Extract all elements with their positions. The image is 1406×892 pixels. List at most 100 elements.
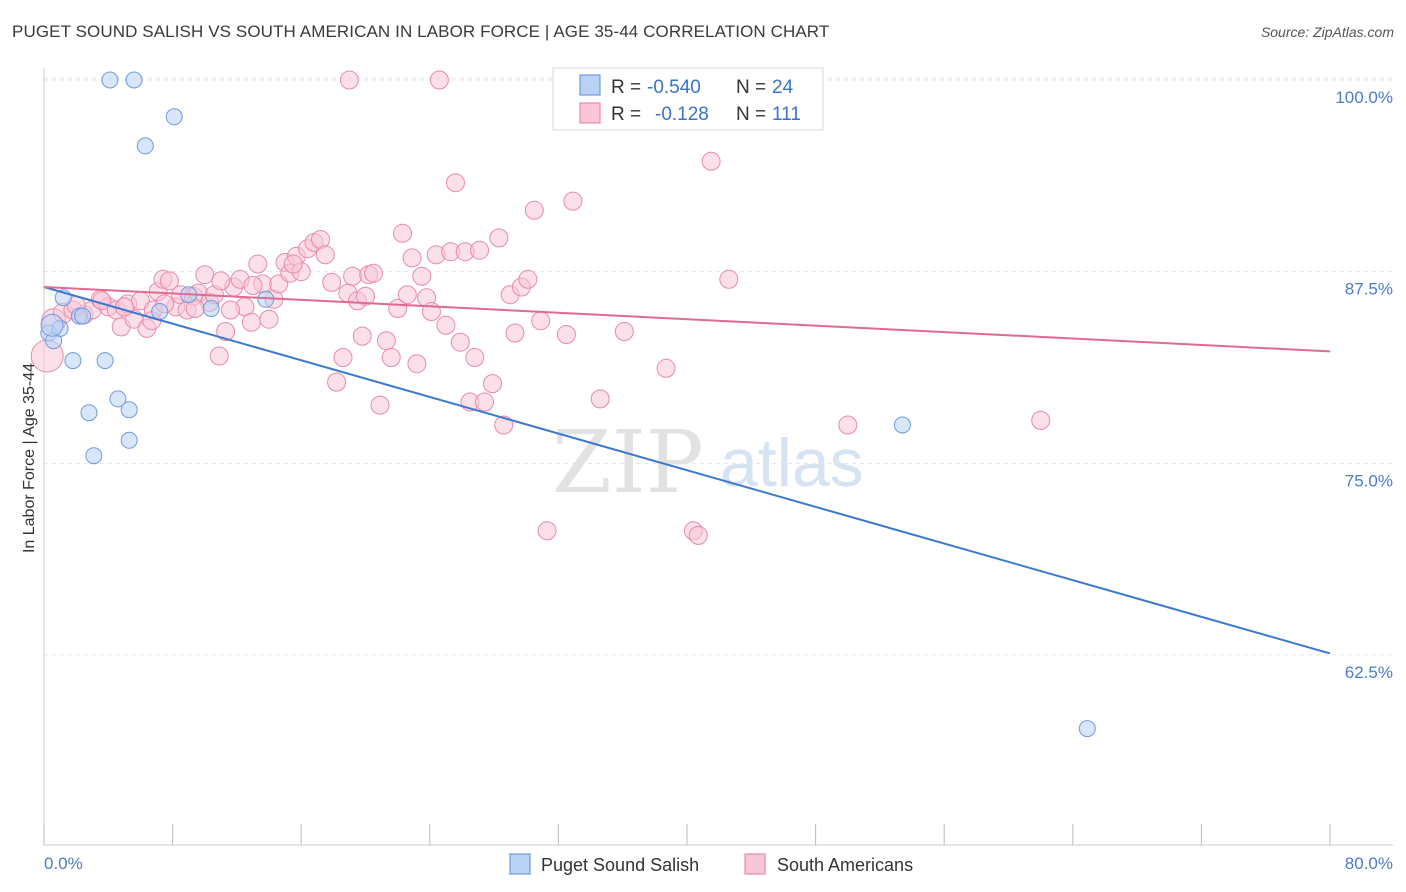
bottom-legend-swatch-pink	[744, 853, 766, 875]
y-tick-label: 100.0%	[1335, 88, 1393, 107]
puget-sound-salish-point	[120, 401, 138, 419]
puget-sound-salish-point	[109, 390, 127, 408]
chart-title: PUGET SOUND SALISH VS SOUTH AMERICAN IN …	[12, 22, 830, 41]
south-americans-point	[339, 70, 359, 90]
legend-n-value-pink: 111	[772, 104, 801, 125]
legend-r-label-blue: R =	[611, 77, 641, 98]
south-americans-point	[494, 415, 514, 435]
south-americans-point	[209, 346, 229, 366]
south-americans-point	[159, 271, 179, 291]
y-tick-label: 62.5%	[1345, 663, 1393, 682]
puget-sound-salish-point	[85, 447, 103, 465]
south-americans-point	[248, 254, 268, 274]
watermark-zip: ZIP	[552, 413, 704, 513]
south-americans-point	[614, 322, 634, 341]
south-americans-point	[241, 312, 261, 332]
puget-sound-salish-points	[40, 71, 1096, 738]
x-tick-labels: 0.0% 80.0%	[44, 854, 1393, 873]
pink-trendline	[43, 286, 1331, 353]
south-americans-point	[446, 173, 465, 193]
puget-sound-salish-point	[125, 71, 143, 89]
puget-sound-salish-point	[1078, 720, 1096, 738]
puget-sound-salish-point	[40, 313, 64, 337]
puget-sound-salish-point	[893, 416, 911, 434]
south-americans-point	[436, 315, 456, 335]
puget-sound-salish-point	[136, 137, 154, 155]
south-americans-point	[381, 348, 401, 367]
south-americans-point	[563, 191, 583, 211]
south-americans-point	[397, 285, 417, 305]
south-americans-point	[216, 322, 236, 341]
south-americans-point	[483, 374, 502, 394]
south-americans-point	[701, 151, 721, 171]
south-americans-point	[243, 276, 263, 295]
south-americans-point	[524, 200, 544, 220]
south-americans-point	[211, 271, 231, 291]
puget-sound-salish-point	[96, 352, 114, 370]
legend-r-value-pink: -0.128	[655, 104, 709, 125]
south-americans-point	[407, 354, 427, 374]
puget-sound-salish-point	[74, 307, 92, 325]
y-axis-title: In Labor Force | Age 35-44	[21, 363, 38, 553]
south-americans-point	[315, 245, 335, 265]
south-americans-point	[429, 70, 449, 90]
south-americans-point	[322, 272, 342, 292]
y-tick-label: 75.0%	[1345, 471, 1393, 490]
legend-n-label-pink: N =	[736, 104, 766, 125]
puget-sound-salish-point	[165, 108, 183, 126]
puget-sound-salish-point	[101, 71, 119, 89]
south-americans-point	[333, 348, 353, 367]
south-americans-point	[114, 297, 134, 317]
south-americans-point	[518, 269, 538, 289]
source-credit: Source: ZipAtlas.com	[1260, 24, 1394, 40]
correlation-legend: R = -0.540 N = 24 R = -0.128 N = 111	[552, 67, 824, 131]
south-americans-point	[412, 266, 432, 286]
puget-sound-salish-point	[202, 300, 220, 317]
legend-swatch-pink	[579, 102, 601, 124]
south-americans-point	[364, 263, 383, 283]
south-americans-point	[537, 521, 557, 541]
watermark: ZIP atlas	[552, 413, 864, 513]
puget-sound-salish-point	[64, 352, 82, 370]
series-legend: Puget Sound Salish South Americans	[509, 853, 913, 875]
x-tick-label-max: 80.0%	[1345, 854, 1393, 873]
axes	[43, 68, 1393, 846]
south-americans-point	[376, 331, 396, 351]
south-americans-point	[505, 323, 525, 343]
legend-r-label-pink: R =	[611, 104, 641, 125]
south-americans-point	[343, 266, 363, 286]
south-americans-point	[352, 326, 372, 346]
south-americans-point	[470, 240, 490, 260]
south-americans-point	[221, 300, 240, 320]
bottom-legend-swatch-blue	[509, 853, 531, 875]
south-americans-points	[30, 70, 1051, 545]
legend-r-value-blue: -0.540	[647, 77, 701, 98]
south-americans-point	[402, 248, 422, 268]
south-americans-point	[450, 332, 470, 352]
y-tick-label: 87.5%	[1345, 280, 1393, 299]
south-americans-point	[195, 265, 215, 285]
bottom-legend-label-pink: South Americans	[777, 855, 913, 875]
legend-n-label-blue: N =	[736, 77, 766, 98]
x-tick-label-min: 0.0%	[44, 854, 83, 873]
puget-sound-salish-point	[80, 404, 98, 422]
y-tick-labels: 62.5% 75.0% 87.5% 100.0%	[1335, 88, 1393, 682]
legend-n-value-blue: 24	[772, 77, 794, 98]
trendlines	[43, 286, 1331, 655]
south-americans-point	[590, 389, 610, 409]
south-americans-point	[489, 228, 509, 248]
legend-swatch-blue	[579, 74, 601, 96]
south-americans-point	[838, 415, 858, 435]
south-americans-point	[465, 348, 485, 367]
south-americans-point	[475, 392, 494, 412]
south-americans-point	[1031, 410, 1051, 430]
south-americans-point	[327, 372, 347, 392]
south-americans-point	[393, 223, 412, 243]
south-americans-point	[283, 254, 303, 274]
south-americans-point	[719, 269, 739, 289]
puget-sound-salish-point	[120, 431, 138, 449]
bottom-legend-label-blue: Puget Sound Salish	[541, 855, 699, 875]
blue-trendline	[43, 286, 1331, 655]
puget-sound-salish-point	[151, 303, 169, 320]
